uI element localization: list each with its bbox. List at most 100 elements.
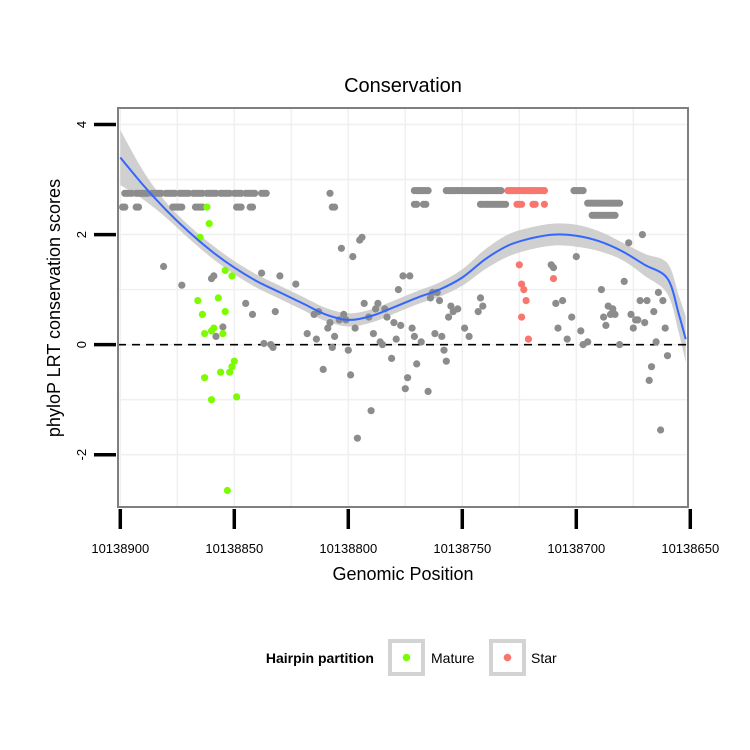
point-mature	[221, 308, 229, 316]
point-other	[647, 363, 656, 371]
x-tick-label: 10138750	[433, 541, 491, 556]
point-other	[408, 324, 416, 332]
confidence-band-layer	[120, 130, 686, 363]
point-other	[388, 354, 396, 362]
point-other	[445, 313, 453, 321]
point-other	[397, 321, 405, 329]
point-other	[597, 286, 606, 294]
point-other	[652, 338, 660, 346]
point-star	[522, 297, 530, 305]
chart-title: Conservation	[344, 75, 462, 97]
point-mature	[214, 294, 222, 302]
point-other	[465, 332, 473, 340]
point-other	[422, 200, 430, 208]
point-other	[349, 253, 357, 261]
point-other	[303, 330, 311, 338]
point-mature	[223, 486, 231, 495]
points-layer	[119, 187, 672, 495]
point-other	[353, 434, 361, 442]
point-star	[524, 335, 533, 343]
point-other	[559, 297, 567, 305]
point-other	[479, 302, 487, 310]
point-other	[413, 360, 421, 368]
point-other	[219, 323, 227, 331]
point-other	[634, 316, 642, 324]
point-other	[340, 310, 348, 318]
point-mature	[217, 368, 225, 376]
y-tick-label: -2	[74, 449, 89, 461]
point-other	[262, 189, 270, 197]
point-mature	[205, 220, 213, 228]
point-other	[568, 313, 576, 321]
point-other	[410, 332, 418, 340]
point-other	[367, 407, 375, 415]
point-other	[351, 324, 359, 332]
point-other	[331, 203, 339, 211]
point-other	[121, 203, 129, 211]
point-other	[584, 338, 592, 346]
point-mature	[226, 368, 234, 376]
point-other	[611, 211, 619, 219]
point-mature	[228, 272, 236, 280]
point-other	[454, 305, 462, 313]
point-star	[549, 275, 558, 283]
point-other	[406, 272, 414, 280]
point-other	[372, 305, 380, 313]
point-mature	[230, 357, 238, 365]
point-other	[424, 187, 432, 195]
point-other	[413, 200, 421, 208]
confidence-band	[120, 130, 686, 363]
point-other	[643, 297, 651, 305]
point-other	[641, 319, 649, 327]
point-other	[328, 343, 336, 351]
point-other	[438, 332, 446, 340]
y-axis-label: phyloP LRT conservation scores	[44, 179, 64, 437]
point-other	[650, 308, 658, 316]
point-star	[540, 200, 549, 208]
point-star	[518, 313, 526, 321]
point-other	[242, 299, 250, 307]
point-other	[497, 187, 505, 195]
point-mature	[203, 203, 211, 211]
point-other	[258, 269, 266, 277]
legend-label-star: Star	[531, 650, 557, 666]
point-other	[292, 280, 300, 288]
point-mature	[207, 396, 216, 404]
point-other	[554, 324, 562, 332]
point-star	[531, 200, 539, 208]
point-other	[404, 374, 412, 382]
point-other	[331, 332, 339, 340]
point-other	[572, 253, 580, 261]
point-other	[627, 310, 635, 318]
point-other	[431, 330, 439, 338]
point-other	[435, 297, 444, 305]
point-other	[663, 352, 672, 360]
point-other	[344, 346, 352, 354]
x-axis-label: Genomic Position	[332, 564, 473, 584]
point-other	[378, 341, 387, 349]
point-other	[657, 426, 665, 434]
x-tick-label: 10138800	[319, 541, 377, 556]
point-other	[337, 244, 345, 252]
point-star	[515, 261, 523, 269]
legend-marker-mature	[402, 653, 411, 662]
point-mature	[221, 266, 229, 274]
point-other	[399, 272, 407, 280]
point-other	[461, 324, 469, 332]
point-star	[540, 187, 549, 195]
point-other	[324, 324, 332, 332]
point-other	[360, 299, 368, 307]
legend: Hairpin partition Mature Star	[266, 639, 557, 676]
point-other	[210, 272, 218, 280]
x-tick-label: 10138700	[547, 541, 605, 556]
point-other	[401, 385, 409, 393]
point-mature	[219, 330, 227, 338]
point-other	[260, 339, 268, 348]
point-other	[326, 189, 334, 197]
point-other	[347, 371, 355, 379]
x-tick-label: 10138850	[205, 541, 263, 556]
point-other	[248, 203, 257, 211]
point-other	[563, 335, 571, 343]
point-star	[518, 200, 526, 208]
x-tick-label: 10138650	[661, 541, 719, 556]
